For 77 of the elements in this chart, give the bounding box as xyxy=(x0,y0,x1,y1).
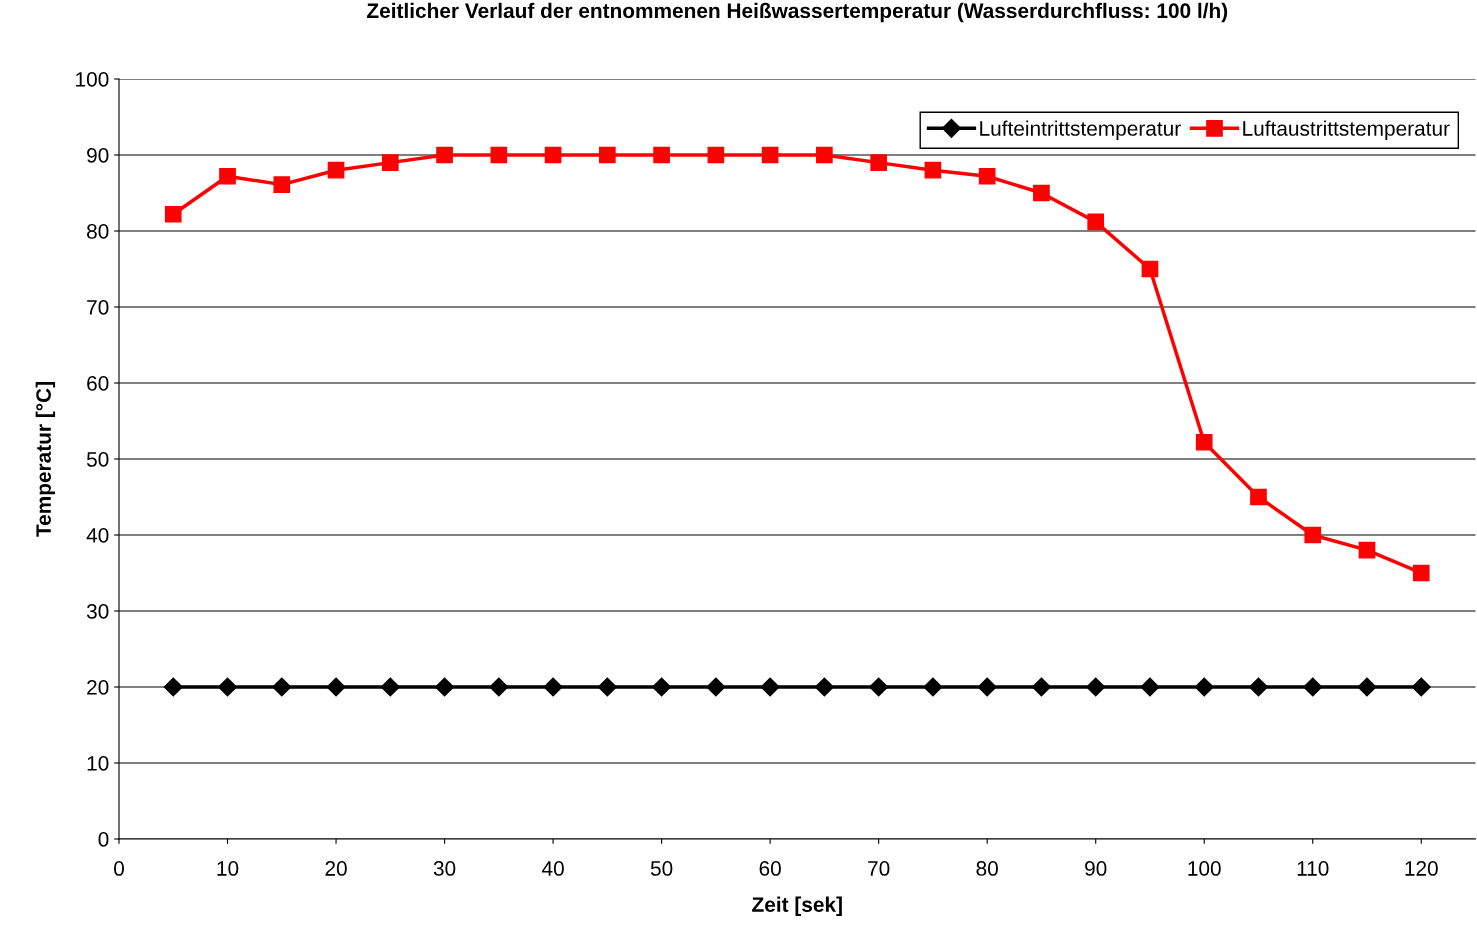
point xyxy=(1031,677,1051,697)
point xyxy=(544,146,562,164)
point xyxy=(869,677,889,697)
x-tick-label: 60 xyxy=(759,861,781,876)
point xyxy=(597,677,617,697)
point xyxy=(1411,677,1431,697)
y-tick-label: 20 xyxy=(87,680,109,695)
point xyxy=(761,146,779,164)
point xyxy=(1087,213,1105,231)
point xyxy=(814,677,834,697)
point xyxy=(1358,541,1376,559)
point xyxy=(1140,677,1160,697)
point xyxy=(163,677,183,697)
x-tick-label: 10 xyxy=(217,861,239,876)
x-tick-label: 30 xyxy=(433,861,456,876)
y-tick-label: 80 xyxy=(87,224,109,239)
point xyxy=(923,677,943,697)
x-tick-label: 120 xyxy=(1405,861,1438,876)
point xyxy=(1250,488,1267,506)
point xyxy=(164,205,182,223)
point xyxy=(272,677,292,697)
x-tick-label: 20 xyxy=(325,861,347,876)
x-tick-label: 80 xyxy=(976,861,998,876)
point xyxy=(380,677,400,697)
y-axis-title: Temperatur [°C] xyxy=(35,382,56,537)
point xyxy=(760,677,780,697)
x-tick-label: 110 xyxy=(1297,861,1329,876)
point xyxy=(219,167,236,185)
x-tick-label: 0 xyxy=(114,861,124,876)
point xyxy=(1248,677,1269,697)
y-tick-label: 30 xyxy=(86,604,109,619)
y-tick-label: 50 xyxy=(86,452,109,467)
point xyxy=(1303,677,1323,697)
point xyxy=(1141,260,1159,278)
point xyxy=(217,677,238,697)
point xyxy=(1195,433,1213,451)
point xyxy=(870,154,887,171)
x-tick-label: 100 xyxy=(1188,861,1221,876)
point xyxy=(381,154,399,171)
x-tick-label: 50 xyxy=(650,861,673,876)
y-tick-label: 10 xyxy=(87,756,109,771)
point xyxy=(1357,677,1377,697)
point xyxy=(652,677,672,697)
point xyxy=(924,161,942,179)
y-tick-label: 90 xyxy=(87,148,109,163)
point xyxy=(1304,526,1322,544)
point xyxy=(1033,184,1050,202)
legend-label: Lufteintrittstemperatur xyxy=(980,120,1181,140)
point xyxy=(436,146,453,164)
point xyxy=(1194,677,1214,697)
x-tick-label: 70 xyxy=(868,861,890,876)
point xyxy=(543,677,563,697)
point xyxy=(706,677,726,697)
point xyxy=(653,146,670,164)
x-axis-title: Zeit [sek] xyxy=(752,896,842,917)
point xyxy=(273,176,291,193)
point xyxy=(978,167,996,185)
x-tick-label: 40 xyxy=(541,861,564,876)
y-tick-label: 70 xyxy=(87,300,109,315)
x-tick-label: 90 xyxy=(1085,861,1107,876)
point xyxy=(326,677,346,697)
point xyxy=(490,146,508,164)
point xyxy=(977,677,997,697)
point xyxy=(816,146,833,164)
y-tick-label: 100 xyxy=(76,72,109,87)
point xyxy=(489,677,509,697)
point xyxy=(1412,564,1430,582)
y-tick-label: 40 xyxy=(86,528,109,543)
y-tick-label: 0 xyxy=(98,832,109,847)
point xyxy=(327,161,345,179)
point xyxy=(435,677,455,697)
point xyxy=(707,146,725,164)
chart-title: Zeitlicher Verlauf der entnommenen Heißwassertemperatur (Wasserdurchfluss: 100 l/h) xyxy=(367,2,1228,23)
legend-label: Luftaustrittstemperatur xyxy=(1243,120,1450,140)
point xyxy=(599,146,616,164)
y-tick-label: 60 xyxy=(87,376,109,391)
point xyxy=(1086,677,1106,697)
